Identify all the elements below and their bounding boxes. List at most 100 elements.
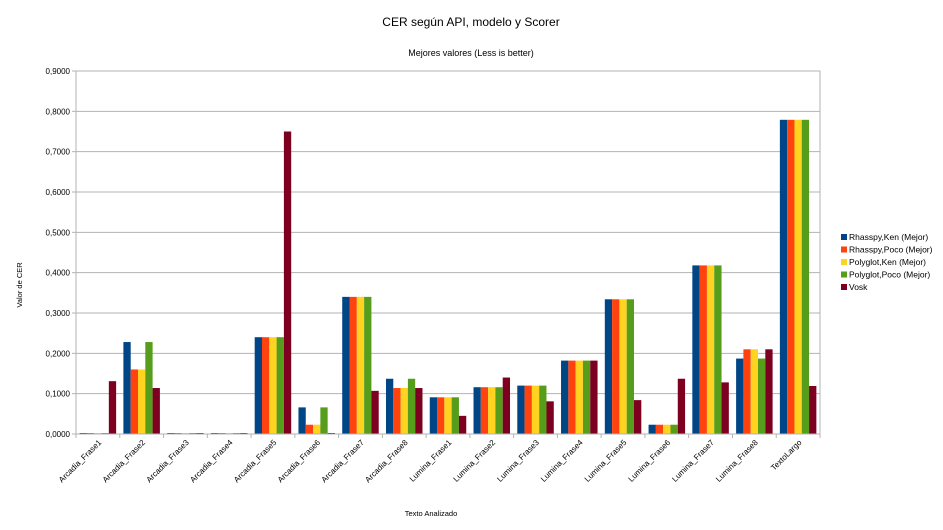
bar (590, 360, 598, 434)
y-tick-label: 0,5000 (46, 228, 71, 237)
chart-title: CER según API, modelo y Scorer (382, 15, 559, 29)
bar (305, 424, 314, 434)
bar (152, 388, 160, 434)
bar (429, 397, 438, 434)
bar (407, 378, 416, 434)
x-tick-label: Lumina_Frase4 (539, 438, 585, 484)
bar (342, 296, 350, 434)
bar (385, 378, 394, 434)
bar (663, 424, 671, 434)
bar (261, 337, 270, 434)
bar (320, 407, 328, 434)
bar (108, 381, 117, 434)
bar (269, 337, 277, 434)
bar (524, 385, 532, 434)
x-tick-label: TextoLargo (769, 438, 804, 473)
legend-swatch (841, 284, 847, 290)
bar (626, 299, 635, 434)
bar (130, 369, 138, 434)
bar (794, 119, 802, 434)
x-tick-label: Lumina_Frase7 (670, 438, 716, 484)
bar (531, 385, 540, 434)
bar (546, 401, 554, 434)
legend-swatch (841, 246, 847, 253)
x-tick-label: Arcadia_Frase6 (276, 438, 323, 485)
y-tick-label: 0,9000 (46, 67, 71, 76)
bar (451, 397, 459, 434)
bar (488, 387, 496, 434)
bar (283, 131, 292, 434)
x-tick-label: Arcadia_Frase1 (57, 438, 104, 485)
bar (137, 369, 146, 434)
bar (758, 358, 766, 434)
bar (670, 424, 678, 434)
bar (699, 265, 707, 434)
bar (692, 265, 700, 434)
x-tick-label: Lumina_Frase1 (408, 438, 454, 484)
bar (604, 299, 613, 434)
x-tick-labels: Arcadia_Frase1Arcadia_Frase2Arcadia_Fras… (57, 438, 804, 485)
bar (801, 119, 810, 434)
chart-subtitle: Mejores valores (Less is better) (408, 48, 534, 58)
bar (582, 360, 591, 434)
x-axis-label: Texto Analizado (405, 509, 458, 518)
y-tick-label: 0,0000 (46, 430, 71, 439)
bar (655, 424, 664, 434)
x-tick-label: Lumina_Frase5 (583, 438, 629, 484)
legend-label: Polyglot,Poco (Mejor) (849, 270, 930, 280)
bar (313, 424, 321, 434)
bar (721, 382, 729, 434)
x-tick-label: Arcadia_Frase4 (188, 438, 235, 485)
bar (415, 388, 423, 434)
axes (75, 70, 821, 435)
y-tick-label: 0,7000 (46, 148, 71, 157)
x-tick-label: Lumina_Frase8 (714, 438, 760, 484)
bar (145, 342, 153, 434)
y-axis-label: Valor de CER (15, 262, 24, 308)
bar (765, 349, 773, 434)
bar (349, 296, 357, 434)
bar (619, 299, 627, 434)
bar (458, 415, 467, 434)
x-tick-label: Arcadia_Frase5 (232, 438, 279, 485)
bar (575, 360, 583, 434)
bars (79, 119, 817, 434)
y-tick-label: 0,8000 (46, 107, 71, 116)
plot-area-border (75, 70, 821, 435)
bar (517, 385, 525, 434)
bar (612, 299, 620, 434)
legend-swatch (841, 234, 847, 240)
bar (539, 385, 547, 434)
bar (400, 388, 408, 434)
bar (276, 337, 284, 434)
legend-swatch (841, 259, 847, 265)
bar (123, 342, 131, 434)
bar (787, 119, 795, 434)
bar (743, 349, 751, 434)
bar (364, 296, 372, 434)
legend: Rhasspy,Ken (Mejor) Rhasspy,Poco (Mejor) P… (841, 232, 933, 292)
bar (437, 397, 445, 434)
bar (444, 397, 452, 434)
x-tick-label: Arcadia_Frase3 (145, 438, 192, 485)
x-tick-label: Arcadia_Frase7 (320, 438, 367, 485)
y-tick-label: 0,6000 (46, 188, 71, 197)
legend-label: Vosk (849, 282, 868, 292)
bar (393, 388, 401, 434)
y-tick-label: 0,1000 (46, 390, 71, 399)
bar (809, 386, 817, 434)
bar (480, 387, 489, 434)
bar (561, 360, 569, 434)
bar (736, 358, 744, 434)
bar (356, 296, 365, 434)
bar (779, 119, 788, 434)
legend-swatch (841, 271, 847, 278)
bar (502, 377, 511, 434)
bar (254, 337, 262, 434)
bar (568, 360, 576, 434)
legend-label: Rhasspy,Poco (Mejor) (849, 245, 933, 255)
bar (648, 424, 656, 434)
y-tick-label: 0,3000 (46, 309, 71, 318)
